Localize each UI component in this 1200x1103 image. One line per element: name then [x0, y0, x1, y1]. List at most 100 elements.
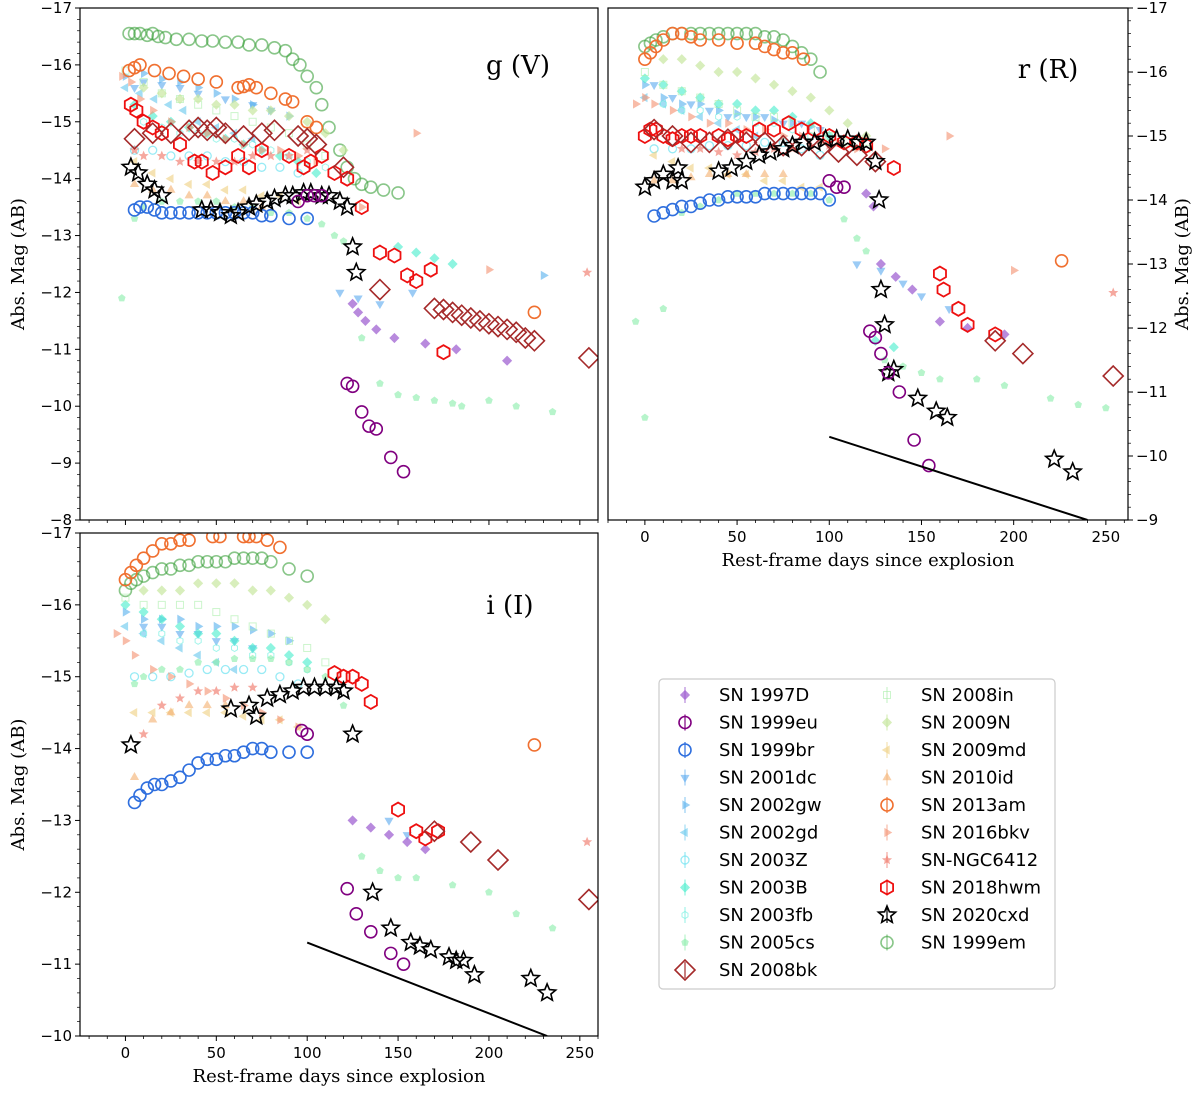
plot-area [118, 26, 598, 479]
series-sn-1999em [122, 26, 405, 200]
series-sn-2002gd [120, 83, 256, 144]
data-point [463, 963, 486, 984]
data-point [730, 26, 744, 41]
data-point [283, 650, 295, 661]
data-point [136, 113, 151, 130]
data-point [209, 201, 231, 222]
y-tick-label: −13 [40, 811, 72, 829]
data-point [154, 777, 169, 792]
data-point [248, 117, 257, 126]
data-point [296, 127, 319, 150]
data-point [946, 131, 955, 141]
data-point [173, 533, 187, 547]
data-point [656, 33, 671, 47]
data-point [354, 199, 369, 216]
data-point [173, 136, 187, 153]
data-point [631, 317, 640, 325]
y-axis-title: Abs. Mag (AB) [8, 198, 29, 331]
x-tick-label: 0 [640, 528, 650, 546]
data-point [852, 261, 862, 270]
data-point [285, 636, 294, 645]
data-point [191, 756, 205, 770]
data-point [714, 196, 723, 204]
data-point [582, 836, 593, 847]
data-point [649, 144, 659, 154]
data-point [760, 114, 770, 123]
data-point [861, 188, 872, 199]
data-point [238, 195, 260, 217]
data-point [420, 844, 431, 855]
series-sn-2008bk [123, 116, 598, 370]
data-point [704, 107, 714, 116]
data-point [684, 29, 698, 44]
data-point [936, 281, 951, 298]
data-point [676, 105, 685, 115]
data-point [154, 536, 169, 551]
data-point [698, 131, 721, 154]
data-point [679, 99, 688, 109]
data-point [459, 830, 482, 854]
data-point [354, 405, 369, 419]
data-point [320, 614, 331, 625]
data-point [211, 578, 222, 589]
data-point [274, 184, 296, 205]
data-point [140, 629, 148, 638]
data-point [164, 774, 178, 788]
series-sn-1997d [347, 298, 513, 366]
data-point [445, 949, 467, 970]
data-point [236, 79, 251, 94]
series-sn-2003b [120, 599, 313, 668]
data-point [788, 119, 797, 128]
data-point [892, 385, 907, 399]
data-point [184, 190, 194, 199]
data-point [760, 169, 770, 177]
data-point [759, 140, 781, 162]
data-point [154, 125, 169, 142]
data-point [730, 190, 744, 204]
reference-decay-line [828, 435, 1088, 520]
panel-label: i (I) [486, 591, 533, 621]
data-point [282, 147, 296, 164]
x-tick-label: 100 [293, 1044, 322, 1062]
data-point [659, 80, 668, 89]
data-point [248, 622, 257, 631]
data-point [679, 131, 703, 154]
data-point [661, 124, 684, 148]
y-tick-label: −10 [40, 397, 72, 415]
data-point [711, 33, 726, 47]
data-point [303, 153, 318, 170]
data-point [732, 149, 743, 160]
data-point [267, 654, 275, 662]
data-point [349, 907, 364, 921]
panel-label: g (V) [486, 51, 550, 81]
data-point [874, 346, 888, 361]
data-point [1011, 265, 1020, 275]
data-point [300, 745, 314, 759]
data-point [457, 402, 466, 410]
data-point [174, 585, 186, 596]
data-point [147, 63, 162, 78]
data-point [1043, 448, 1065, 469]
data-point [193, 93, 204, 105]
y-tick-label: −17 [40, 0, 72, 17]
data-point [222, 134, 231, 144]
data-point [194, 153, 209, 170]
data-point [984, 329, 1007, 352]
data-point [120, 83, 129, 93]
legend-marker-icon [881, 745, 890, 755]
data-point [688, 112, 697, 122]
data-point [259, 145, 268, 155]
data-point [211, 628, 222, 639]
data-point [191, 554, 205, 569]
data-point [796, 52, 811, 67]
data-point [767, 121, 781, 138]
data-point [149, 94, 158, 104]
data-point [642, 118, 666, 141]
data-point [166, 151, 176, 161]
data-point [204, 128, 213, 138]
data-point [200, 752, 215, 767]
data-point [777, 176, 786, 186]
data-point [286, 124, 310, 148]
data-point [647, 209, 661, 223]
data-point [129, 708, 138, 718]
